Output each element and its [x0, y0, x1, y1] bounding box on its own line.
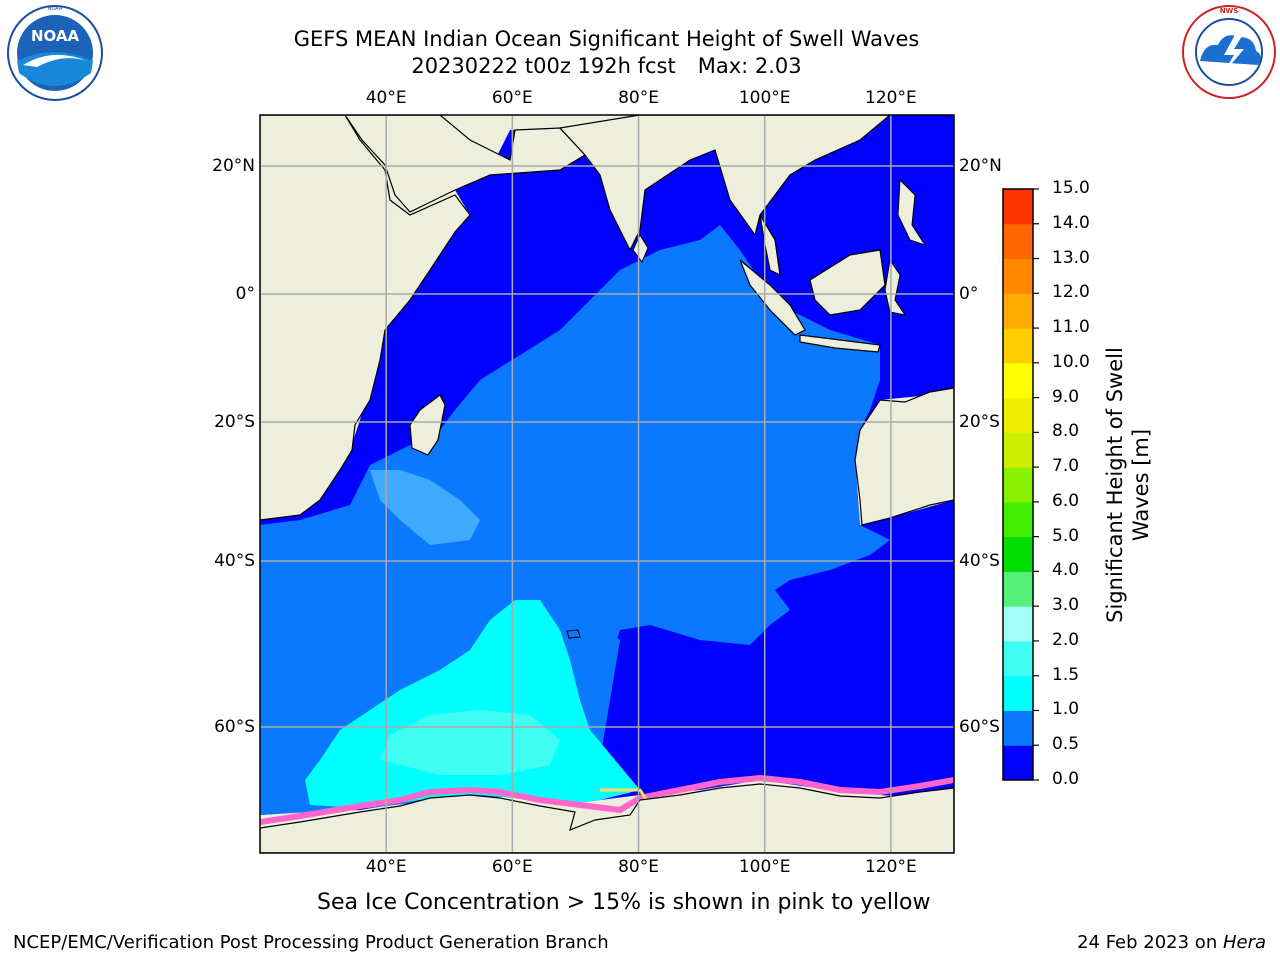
colorbar-bin	[1003, 675, 1033, 711]
lon-label-top: 40°E	[365, 88, 407, 108]
colorbar-bin	[1003, 293, 1033, 329]
footer-credit: NCEP/EMC/Verification Post Processing Pr…	[13, 932, 609, 953]
lon-label-bottom: 120°E	[865, 857, 917, 877]
colorbar	[1003, 188, 1039, 781]
colorbar-tick-label: 13.0	[1052, 247, 1090, 268]
java-land	[799, 334, 881, 353]
colorbar-bin	[1003, 467, 1033, 503]
lon-label-top: 100°E	[738, 88, 791, 108]
footer-date: 24 Feb 2023 on Hera	[1077, 932, 1266, 953]
antarctica-land	[260, 783, 954, 853]
chart-subtitle: 20230222 t00z 192h fcst Max: 2.03	[0, 54, 1213, 78]
colorbar-bin	[1003, 710, 1033, 746]
lon-label-top: 80°E	[618, 88, 659, 108]
colorbar-bin	[1003, 362, 1033, 399]
lat-label-left: 20°N	[212, 156, 255, 176]
sulawesi-land	[884, 258, 907, 316]
colorbar-bin	[1003, 640, 1033, 677]
colorbar-tick-label: 5.0	[1052, 525, 1080, 546]
run-label: 20230222 t00z 192h fcst	[411, 54, 676, 78]
lat-label-right: 60°S	[959, 717, 1000, 737]
kerguelen-island	[566, 629, 581, 639]
colorbar-tick-label: 12.0	[1052, 282, 1090, 303]
colorbar-tick-label: 9.0	[1052, 386, 1080, 407]
colorbar-bin	[1003, 501, 1033, 538]
lat-label-right: 20°N	[959, 156, 1002, 176]
colorbar-tick-label: 14.0	[1052, 212, 1090, 233]
colorbar-title-line1: Significant Height of Swell	[1103, 347, 1127, 623]
colorbar-tick-label: 0.0	[1052, 769, 1080, 789]
footer-date-text: 24 Feb 2023 on	[1077, 932, 1223, 953]
colorbar-bin	[1003, 432, 1033, 468]
colorbar-tick-label: 10.0	[1052, 351, 1090, 372]
colorbar-tick-label: 7.0	[1052, 456, 1080, 477]
colorbar-tick-label: 1.0	[1052, 699, 1080, 720]
colorbar-tick-label: 1.5	[1052, 664, 1080, 685]
noaa-logo: NOAA NOAA	[7, 5, 103, 101]
colorbar-tick-label: 6.0	[1052, 490, 1080, 511]
svg-text:NOAA: NOAA	[31, 27, 80, 45]
colorbar-frame	[1002, 188, 1034, 781]
lat-label-right: 20°S	[959, 412, 1000, 432]
lon-label-bottom: 60°E	[491, 857, 533, 877]
lon-label-top: 60°E	[491, 88, 533, 108]
lat-label-right: 40°S	[959, 551, 1000, 571]
lon-label-bottom: 40°E	[365, 857, 407, 877]
colorbar-tick-label: 11.0	[1052, 317, 1090, 338]
footer-host: Hera	[1222, 932, 1266, 953]
colorbar-bin	[1003, 223, 1033, 260]
colorbar-tick-label: 4.0	[1052, 560, 1080, 581]
nws-logo: NWS	[1182, 5, 1276, 99]
philippines-land	[897, 178, 927, 246]
sumatra-land	[739, 259, 806, 336]
lon-label-top: 120°E	[865, 88, 917, 108]
colorbar-title: Significant Height of Swell Waves [m]	[1102, 320, 1154, 650]
colorbar-bin	[1003, 397, 1033, 433]
map-layers	[260, 115, 954, 853]
colorbar-bin	[1003, 745, 1033, 781]
sea-ice-edge	[260, 774, 954, 825]
colorbar-bin	[1003, 536, 1033, 572]
max-label: Max: 2.03	[697, 54, 802, 78]
lon-label-bottom: 80°E	[618, 857, 659, 877]
lat-label-left: 0°	[235, 284, 255, 304]
caption-text: Sea Ice Concentration > 15% is shown in …	[317, 890, 931, 915]
lat-label-left: 40°S	[214, 551, 255, 571]
lat-label-left: 20°S	[214, 412, 255, 432]
graticule	[260, 115, 954, 853]
svg-text:NWS: NWS	[1220, 7, 1239, 15]
colorbar-bin	[1003, 328, 1033, 364]
chart-title: GEFS MEAN Indian Ocean Significant Heigh…	[293, 27, 920, 51]
colorbar-bin	[1003, 571, 1033, 607]
ocean-band-05-1-patch	[370, 470, 480, 545]
colorbar-tick-label: 2.0	[1052, 629, 1080, 650]
madagascar-land	[409, 394, 446, 456]
colorbar-bin	[1003, 258, 1033, 294]
colorbar-tick-label: 15.0	[1052, 178, 1090, 198]
lat-label-right: 0°	[959, 284, 979, 304]
colorbar-title-line2: Waves [m]	[1129, 428, 1153, 542]
map-frame	[259, 114, 955, 854]
svg-text:NOAA: NOAA	[48, 6, 63, 12]
colorbar-tick-label: 8.0	[1052, 421, 1080, 442]
india-land	[558, 115, 891, 252]
borneo-land	[809, 249, 886, 316]
lat-label-left: 60°S	[214, 717, 255, 737]
lon-label-bottom: 100°E	[738, 857, 791, 877]
colorbar-bin	[1003, 606, 1033, 642]
colorbar-tick-label: 3.0	[1052, 595, 1080, 616]
arabia-land	[344, 115, 586, 213]
colorbar-tick-label: 0.5	[1052, 734, 1080, 755]
colorbar-bin	[1003, 189, 1033, 225]
